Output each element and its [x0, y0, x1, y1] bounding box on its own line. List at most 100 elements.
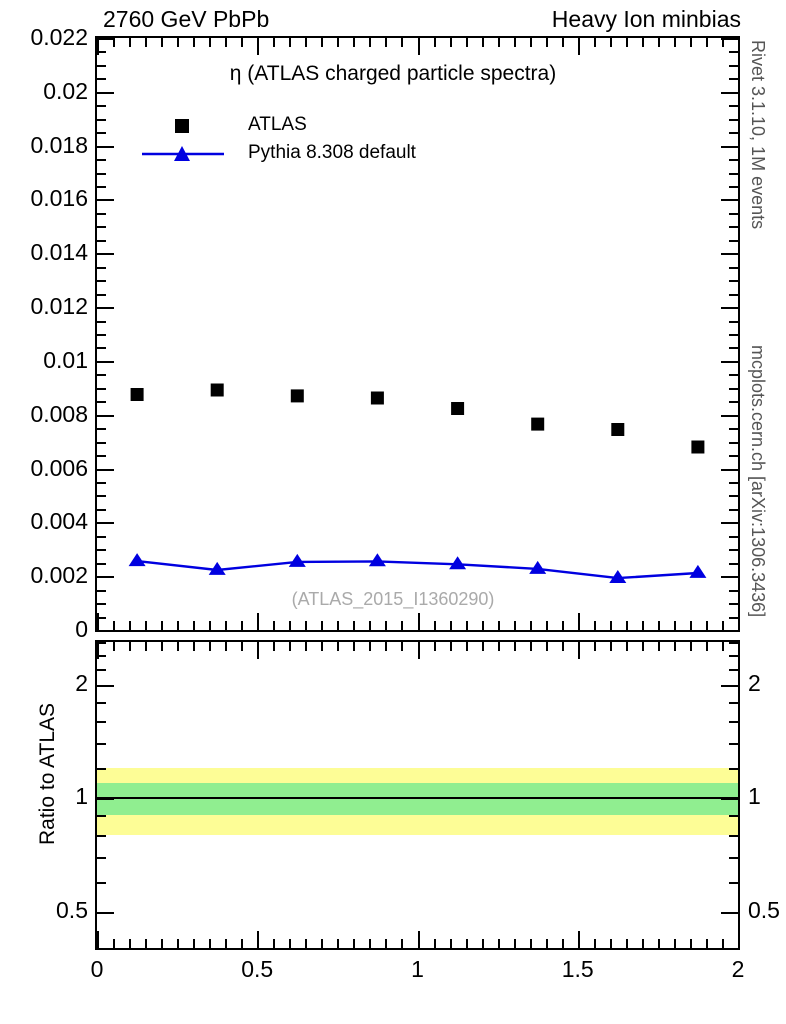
axis-tick: [145, 38, 147, 47]
axis-tick: [610, 939, 612, 948]
series-pythia-8-308-default: [128, 553, 707, 583]
axis-tick: [97, 280, 106, 282]
axis-tick: [193, 939, 195, 948]
axis-tick: [578, 931, 580, 948]
axis-tick: [145, 621, 147, 630]
axis-tick: [658, 642, 660, 651]
axis-tick: [466, 939, 468, 948]
axis-tick: [674, 642, 676, 651]
axis-tick: [193, 621, 195, 630]
axis-tick: [385, 621, 387, 630]
axis-tick: [353, 38, 355, 47]
axis-tick: [145, 642, 147, 651]
axis-tick: [145, 939, 147, 948]
axis-tick: [97, 835, 106, 837]
axis-tick: [594, 642, 596, 651]
axis-tick: [690, 939, 692, 948]
x-axis-tick-label: 0.5: [241, 956, 274, 982]
x-axis-tick-label: 0: [90, 956, 104, 982]
axis-tick: [129, 38, 131, 47]
axis-tick: [729, 549, 738, 551]
axis-tick: [418, 642, 420, 659]
axis-tick: [97, 642, 99, 659]
axis-tick: [225, 939, 227, 948]
axis-tick: [626, 642, 628, 651]
axis-tick: [241, 939, 243, 948]
axis-tick: [729, 721, 738, 723]
axis-tick: [97, 146, 114, 148]
axis-tick: [193, 38, 195, 47]
axis-tick: [450, 939, 452, 948]
axis-tick: [418, 931, 420, 948]
axis-tick: [706, 621, 708, 630]
axis-tick: [546, 642, 548, 651]
data-marker-triangle: [689, 564, 707, 578]
axis-tick: [97, 721, 106, 723]
axis-tick: [721, 361, 738, 363]
axis-tick: [729, 642, 738, 644]
axis-tick: [721, 92, 738, 94]
series-line: [136, 559, 698, 580]
axis-tick: [97, 38, 114, 40]
axis-tick: [241, 38, 243, 47]
axis-tick: [97, 334, 106, 336]
axis-tick: [721, 912, 738, 914]
axis-tick: [113, 642, 115, 651]
axis-tick: [578, 613, 580, 630]
axis-tick: [401, 939, 403, 948]
axis-tick: [97, 38, 99, 55]
axis-tick: [97, 536, 106, 538]
axis-tick: [674, 38, 676, 47]
axis-tick: [729, 882, 738, 884]
axis-tick: [434, 38, 436, 47]
axis-tick: [241, 642, 243, 651]
axis-tick: [466, 642, 468, 651]
axis-tick: [97, 240, 106, 242]
axis-tick: [729, 428, 738, 430]
axis-tick: [97, 931, 99, 948]
axis-tick: [466, 621, 468, 630]
axis-tick: [729, 132, 738, 134]
axis-tick: [385, 939, 387, 948]
axis-tick: [337, 621, 339, 630]
axis-tick: [177, 642, 179, 651]
axis-tick: [418, 38, 420, 55]
axis-tick: [729, 603, 738, 605]
axis-tick: [97, 702, 106, 704]
main-plot-svg: [128, 383, 707, 583]
y-axis-tick-label: 0.004: [30, 508, 88, 535]
axis-tick: [97, 669, 106, 671]
axis-tick: [626, 939, 628, 948]
axis-tick: [273, 621, 275, 630]
data-marker-square: [370, 391, 384, 405]
axis-tick: [97, 78, 106, 80]
axis-tick: [353, 621, 355, 630]
axis-tick: [721, 253, 738, 255]
axis-tick: [514, 642, 516, 651]
axis-tick: [177, 38, 179, 47]
axis-tick: [721, 307, 738, 309]
axis-tick: [626, 621, 628, 630]
axis-tick: [434, 642, 436, 651]
y-axis-tick-label: 0.012: [30, 293, 88, 320]
axis-tick: [690, 621, 692, 630]
axis-tick: [530, 939, 532, 948]
axis-tick: [225, 621, 227, 630]
series-atlas: [130, 383, 705, 454]
axis-tick: [721, 38, 738, 40]
axis-tick: [721, 685, 738, 687]
axis-tick: [97, 374, 106, 376]
plot-title: η (ATLAS charged particle spectra): [229, 62, 557, 85]
axis-tick: [466, 38, 468, 47]
axis-tick: [161, 939, 163, 948]
axis-tick: [450, 642, 452, 651]
axis-tick: [289, 38, 291, 47]
legend-label: ATLAS: [248, 114, 307, 135]
axis-tick: [273, 642, 275, 651]
data-marker-square: [210, 383, 224, 397]
axis-tick: [721, 522, 738, 524]
axis-tick: [97, 267, 106, 269]
axis-tick: [369, 642, 371, 651]
legend-label: Pythia 8.308 default: [248, 142, 416, 163]
axis-tick: [401, 38, 403, 47]
